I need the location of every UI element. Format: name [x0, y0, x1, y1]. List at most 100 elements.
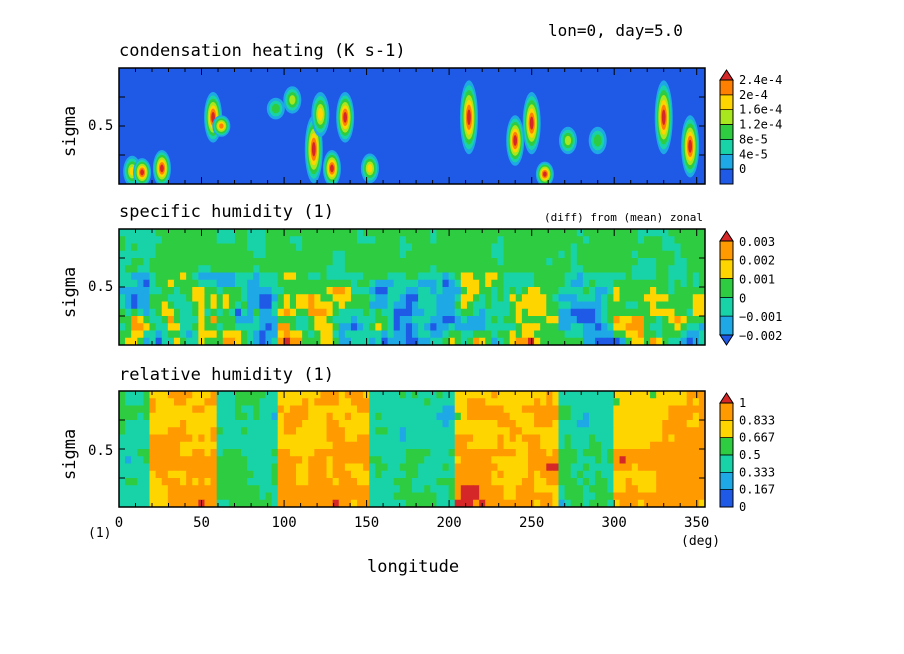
field-cell: [308, 478, 315, 486]
field-cell: [589, 492, 596, 501]
field-cell: [173, 463, 181, 472]
field-cell: [662, 316, 669, 324]
heating-cell: [367, 164, 373, 173]
field-cell: [527, 485, 535, 494]
field-cell: [631, 456, 639, 465]
field-cell: [302, 456, 309, 465]
field-cell: [479, 265, 486, 274]
field-cell: [222, 449, 230, 457]
field-cell: [320, 279, 328, 288]
field-cell: [210, 398, 218, 407]
field-cell: [241, 405, 248, 414]
field-cell: [399, 499, 407, 507]
field-cell: [692, 485, 700, 494]
field-cell: [570, 427, 578, 436]
field-cell: [668, 229, 676, 237]
field-cell: [161, 485, 169, 494]
field-cell: [656, 308, 663, 317]
field-cell: [503, 258, 511, 266]
field-cell: [625, 485, 633, 494]
field-cell: [546, 236, 553, 245]
field-cell: [186, 449, 193, 457]
field-cell: [247, 463, 254, 472]
field-cell: [686, 250, 694, 259]
field-cell: [222, 330, 230, 339]
field-cell: [503, 229, 511, 237]
field-cell: [558, 449, 566, 457]
field-cell: [204, 398, 212, 407]
field-cell: [332, 308, 340, 317]
field-cell: [296, 250, 303, 259]
field-cell: [332, 420, 340, 428]
field-cell: [167, 398, 175, 407]
field-cell: [656, 316, 663, 324]
field-cell: [247, 405, 254, 414]
field-cell: [216, 330, 224, 339]
field-cell: [393, 279, 401, 288]
field-cell: [418, 294, 425, 303]
field-cell: [161, 478, 169, 486]
field-cell: [680, 229, 688, 237]
field-cell: [375, 478, 383, 486]
field-cell: [589, 272, 596, 281]
field-cell: [228, 499, 236, 507]
field-cell: [656, 492, 663, 501]
field-cell: [680, 405, 688, 414]
field-cell: [546, 272, 553, 281]
field-cell: [430, 250, 438, 259]
field-cell: [552, 478, 560, 486]
field-cell: [418, 441, 425, 450]
field-cell: [222, 294, 230, 303]
field-cell: [558, 441, 566, 450]
field-cell: [466, 330, 474, 339]
field-cell: [650, 279, 657, 288]
field-cell: [363, 316, 370, 324]
field-cell: [369, 265, 376, 274]
heating-cell: [542, 171, 547, 177]
colorbar-tick-label: 0.667: [739, 431, 775, 445]
field-cell: [265, 420, 273, 428]
field-cell: [448, 294, 456, 303]
field-cell: [595, 316, 602, 324]
field-cell: [582, 323, 590, 332]
field-cell: [399, 485, 407, 494]
field-cell: [674, 420, 682, 428]
field-cell: [582, 316, 590, 324]
field-cell: [253, 470, 260, 479]
field-cell: [393, 294, 401, 303]
field-cell: [418, 391, 425, 399]
field-cell: [326, 265, 334, 274]
field-cell: [234, 258, 242, 266]
field-cell: [637, 294, 645, 303]
field-cell: [613, 405, 621, 414]
field-cell: [363, 398, 370, 407]
field-cell: [424, 323, 431, 332]
field-cell: [234, 337, 242, 345]
field-cell: [491, 499, 499, 507]
field-cell: [485, 279, 492, 288]
field-cell: [570, 412, 578, 421]
field-cell: [698, 499, 705, 507]
field-cell: [222, 301, 230, 310]
field-cell: [692, 316, 700, 324]
field-cell: [418, 308, 425, 317]
field-cell: [607, 499, 615, 507]
field-cell: [466, 294, 474, 303]
field-cell: [259, 485, 267, 494]
field-cell: [283, 499, 291, 507]
field-cell: [198, 427, 206, 436]
field-cell: [271, 398, 279, 407]
field-cell: [619, 412, 627, 421]
field-cell: [241, 499, 248, 507]
field-cell: [265, 398, 273, 407]
field-cell: [277, 337, 285, 345]
field-cell: [479, 412, 486, 421]
field-cell: [656, 398, 663, 407]
field-cell: [558, 258, 566, 266]
field-cell: [216, 427, 224, 436]
field-cell: [546, 456, 553, 465]
field-cell: [589, 478, 596, 486]
field-cell: [527, 316, 535, 324]
field-cell: [289, 456, 297, 465]
field-cell: [308, 279, 315, 288]
